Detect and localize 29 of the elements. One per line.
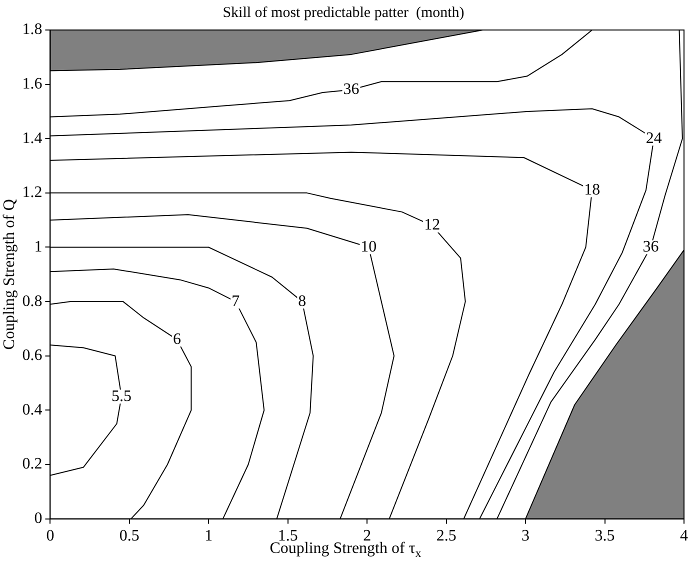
y-axis-title: Coupling Strength of Q <box>0 198 18 350</box>
y-tick-label: 0.2 <box>22 456 42 473</box>
y-tick-label: 0.4 <box>22 401 42 418</box>
y-tick-label: 1.2 <box>22 184 42 202</box>
series-label: 8 <box>298 292 306 310</box>
y-tick-label: 1.4 <box>22 130 42 147</box>
series-label: 6 <box>172 330 181 348</box>
series-label: 10 <box>360 238 377 256</box>
x-tick-label: 0.5 <box>119 528 140 545</box>
y-tick-label: 0.6 <box>22 347 42 364</box>
series-label: 36 <box>642 238 659 256</box>
x-tick-label: 0 <box>46 528 54 545</box>
y-tick-label: 1.6 <box>22 76 42 93</box>
series-label: 18 <box>584 181 600 198</box>
x-tick-label: 2.5 <box>436 528 456 545</box>
series-label: 36 <box>343 80 360 98</box>
y-tick-label: 1.8 <box>22 21 42 38</box>
x-tick-label: 3.5 <box>594 528 615 545</box>
series-label: 24 <box>646 130 662 147</box>
y-tick-label: 0.8 <box>22 292 42 310</box>
y-tick-label: 1 <box>34 238 42 256</box>
y-tick-label: 0 <box>34 510 42 528</box>
series-label: 5.5 <box>112 388 132 405</box>
x-tick-label: 3 <box>522 528 530 545</box>
series-label: 7 <box>232 292 240 310</box>
chart-title: Skill of most predictable patter (month) <box>222 4 464 21</box>
x-tick-label: 1 <box>204 528 213 545</box>
x-tick-label: 4 <box>680 528 688 545</box>
series-label: 12 <box>424 216 440 234</box>
